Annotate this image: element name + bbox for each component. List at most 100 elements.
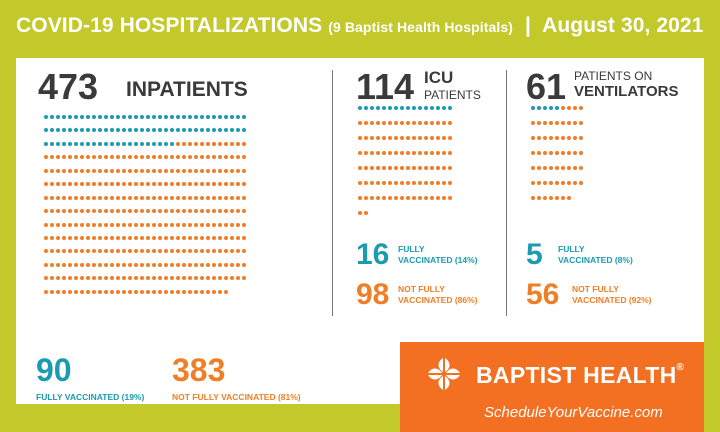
inpatient-not-vaccinated-dot [242,168,246,173]
inpatient-not-vaccinated-dot [116,235,120,240]
ventilator-not-vaccinated-dot [573,151,577,155]
icu-not-vaccinated-dot [394,181,398,185]
icu-not-vaccinated-dot [448,151,452,155]
icu-not-vaccinated-dot [436,136,440,140]
inpatient-not-vaccinated-dot [98,209,102,214]
inpatient-not-vaccinated-dot [206,235,210,240]
icu-not-vaccinated-dot [418,196,422,200]
inpatient-not-vaccinated-dot [164,155,168,160]
inpatient-vaccinated-dot [242,115,246,119]
icu-not-vaccinated-dot [424,181,428,185]
icu-not-vaccinated-dot [418,151,422,155]
inpatient-vaccinated-dot [68,115,72,119]
inpatient-not-vaccinated-dot [242,235,246,240]
inpatient-not-vaccinated-dot [140,235,144,240]
inpatient-not-vaccinated-dot [50,276,54,281]
inpatient-not-vaccinated-dot [236,262,240,267]
inpatient-not-vaccinated-dot [50,262,54,267]
ventilator-not-vaccinated-dot [549,151,553,155]
ventilator-not-vaccinated-dot [573,106,577,110]
inpatient-not-vaccinated-dot [176,182,180,187]
icu-not-vaccinated-label-line2: VACCINATED (86%) [398,295,478,305]
vaccine-url-link[interactable]: ScheduleYourVaccine.com [484,404,663,421]
inpatient-not-vaccinated-dot [56,209,60,214]
inpatient-not-vaccinated-dot [230,182,234,187]
inpatient-vaccinated-dot [152,115,156,119]
ventilators-not-vaccinated-label-line1: NOT FULLY [572,284,619,294]
inpatient-vaccinated-dot [80,115,84,119]
icu-not-vaccinated-dot [442,136,446,140]
inpatient-not-vaccinated-dot [236,155,240,160]
inpatient-not-vaccinated-dot [176,235,180,240]
inpatient-vaccinated-dot [116,115,120,119]
icu-not-vaccinated-dot [382,196,386,200]
inpatient-not-vaccinated-dot [98,235,102,240]
inpatient-not-vaccinated-dot [164,262,168,267]
icu-not-vaccinated-dot [394,136,398,140]
icu-not-vaccinated-dot [388,121,392,125]
divider [506,70,507,316]
inpatient-not-vaccinated-dot [98,276,102,281]
icu-not-vaccinated-dot [400,196,404,200]
inpatient-not-vaccinated-dot [80,222,84,227]
ventilator-not-vaccinated-dot [537,181,541,185]
inpatient-not-vaccinated-dot [68,222,72,227]
icu-not-vaccinated-dot [382,121,386,125]
inpatient-vaccinated-dot [68,128,72,133]
inpatient-not-vaccinated-dot [212,155,216,160]
inpatient-not-vaccinated-dot [104,182,108,187]
icu-not-vaccinated-dot [436,181,440,185]
inpatient-not-vaccinated-dot [44,276,48,281]
inpatient-not-vaccinated-dot [146,289,150,294]
inpatient-vaccinated-dot [224,115,228,119]
inpatient-not-vaccinated-dot [206,141,210,146]
inpatient-not-vaccinated-dot [158,195,162,200]
inpatient-not-vaccinated-dot [44,289,48,294]
icu-not-vaccinated-dot [442,181,446,185]
ventilator-not-vaccinated-dot [531,196,535,200]
icu-vaccinated-dot [448,106,452,110]
icu-dot-grid [358,106,452,215]
inpatient-not-vaccinated-dot [224,276,228,281]
inpatient-not-vaccinated-dot [224,182,228,187]
inpatient-not-vaccinated-dot [236,235,240,240]
icu-not-vaccinated-dot [370,121,374,125]
inpatient-not-vaccinated-dot [110,155,114,160]
icu-not-vaccinated-dot [400,136,404,140]
inpatient-not-vaccinated-dot [182,182,186,187]
inpatient-not-vaccinated-dot [128,222,132,227]
inpatient-not-vaccinated-dot [140,155,144,160]
inpatient-not-vaccinated-dot [218,168,222,173]
inpatient-not-vaccinated-dot [236,276,240,281]
inpatient-not-vaccinated-dot [176,168,180,173]
inpatient-not-vaccinated-dot [128,262,132,267]
inpatient-not-vaccinated-dot [86,249,90,254]
inpatient-not-vaccinated-dot [44,168,48,173]
inpatient-not-vaccinated-dot [110,249,114,254]
inpatient-not-vaccinated-dot [188,182,192,187]
inpatient-not-vaccinated-dot [152,182,156,187]
inpatient-not-vaccinated-dot [80,235,84,240]
icu-vaccinated-dot [388,106,392,110]
inpatient-not-vaccinated-dot [104,276,108,281]
inpatient-vaccinated-dot [158,128,162,133]
icu-not-vaccinated-dot [448,181,452,185]
inpatient-not-vaccinated-dot [56,182,60,187]
ventilator-not-vaccinated-dot [561,136,565,140]
icu-not-vaccinated-dot [364,196,368,200]
ventilators-label: VENTILATORS [574,83,679,100]
inpatient-not-vaccinated-dot [188,155,192,160]
inpatient-not-vaccinated-dot [188,141,192,146]
icu-not-vaccinated-dot [400,121,404,125]
inpatient-vaccinated-dot [212,128,216,133]
inpatient-not-vaccinated-dot [176,209,180,214]
inpatient-not-vaccinated-dot [170,262,174,267]
inpatient-not-vaccinated-dot [140,289,144,294]
ventilator-not-vaccinated-dot [555,196,559,200]
icu-not-vaccinated-dot [430,136,434,140]
icu-not-vaccinated-dot [382,151,386,155]
inpatient-not-vaccinated-dot [212,262,216,267]
inpatient-not-vaccinated-dot [158,209,162,214]
inpatient-not-vaccinated-dot [164,249,168,254]
inpatient-vaccinated-dot [56,115,60,119]
